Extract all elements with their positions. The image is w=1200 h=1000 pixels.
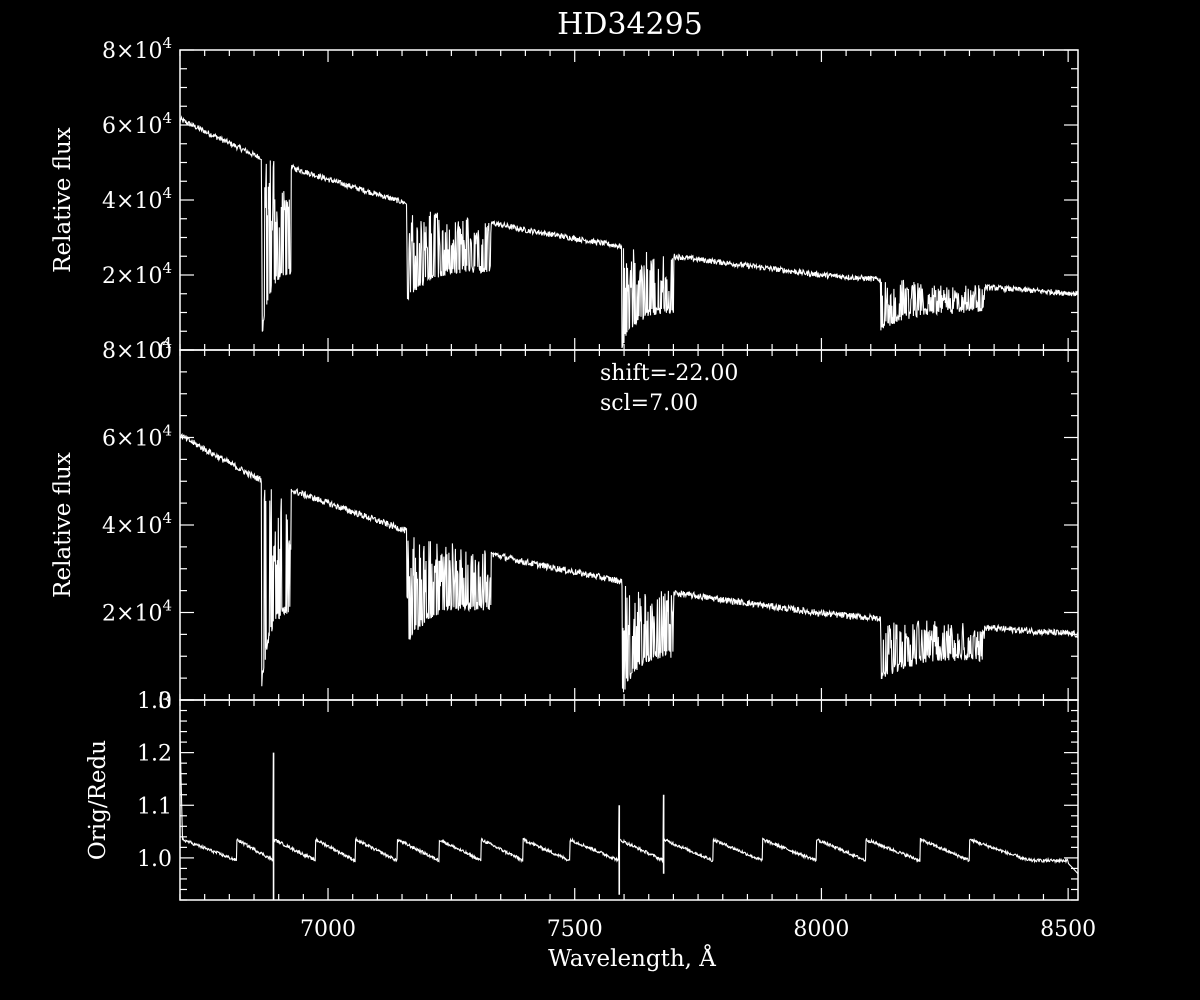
y-tick-label: 0	[158, 339, 172, 364]
chart-title: HD34295	[557, 7, 703, 42]
x-tick-label: 8500	[1040, 917, 1096, 942]
spectrum-line-2	[179, 734, 1079, 900]
y-tick-label: 2×104	[102, 597, 172, 627]
top-panel: 0 2×104 4×104 6×104 8×104	[102, 34, 1079, 364]
spectrum-line-1	[179, 432, 1079, 693]
x-tick-label: 7500	[547, 917, 603, 942]
y-tick-label: 0	[158, 689, 172, 714]
bottom-y-axis-label: Orig/Redu	[85, 740, 111, 860]
y-tick-label: 8×104	[102, 34, 172, 64]
y-tick-label: 4×104	[102, 184, 172, 214]
y-tick-label: 6×104	[102, 109, 172, 139]
bottom-panel: 1.0 1.1 1.2 1.3 7000 7500 8000 8500	[137, 689, 1096, 942]
y-tick-label: 1.3	[137, 689, 172, 714]
annotation-scl: scl=7.00	[600, 391, 698, 416]
middle-panel: 0 2×104 4×104 6×104 8×104	[102, 334, 1079, 714]
y-tick-label: 8×104	[102, 334, 172, 364]
y-tick-label: 2×104	[102, 259, 172, 289]
middle-y-axis-label: Relative flux	[50, 452, 76, 598]
y-tick-label: 1.0	[137, 847, 172, 872]
annotation-shift: shift=-22.00	[600, 361, 738, 386]
y-tick-label: 1.2	[137, 742, 172, 767]
y-tick-label: 4×104	[102, 509, 172, 539]
spectrum-line-0	[179, 115, 1079, 349]
y-tick-label: 6×104	[102, 422, 172, 452]
x-tick-label: 8000	[793, 917, 849, 942]
panel-frame-2	[179, 699, 1079, 901]
top-y-axis-label: Relative flux	[50, 127, 76, 273]
x-tick-label: 7000	[300, 917, 356, 942]
x-axis-label: Wavelength, Å	[548, 944, 716, 972]
y-tick-label: 1.1	[137, 794, 172, 819]
